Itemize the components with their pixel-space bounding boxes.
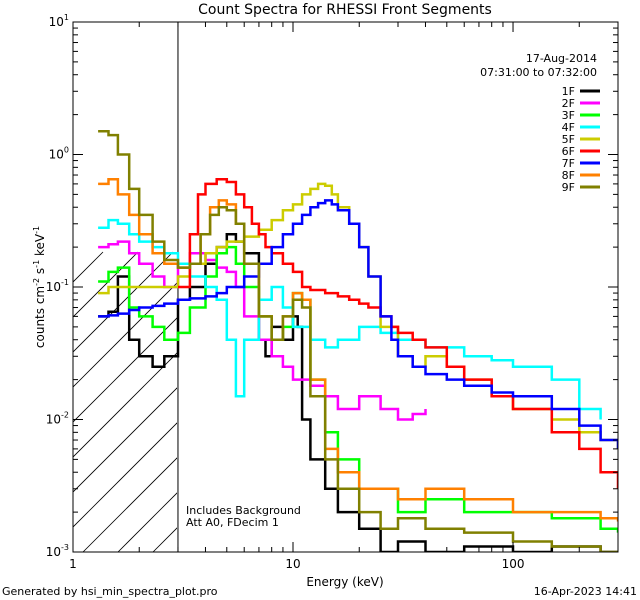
hatch-line <box>328 252 628 552</box>
hatch-line <box>608 252 640 552</box>
y-tick-label: 101 <box>49 13 69 29</box>
x-tick-label: 1 <box>69 557 77 571</box>
hatch-line <box>468 252 640 552</box>
legend-label-8F: 8F <box>562 169 575 182</box>
hatch-line <box>538 252 640 552</box>
x-axis-label: Energy (keV) <box>306 575 383 589</box>
x-tick-label: 10 <box>285 557 300 571</box>
hatch-line <box>0 252 33 552</box>
y-axis-label: counts cm-2 s-1 keV-1 <box>32 226 47 348</box>
legend-label-4F: 4F <box>562 121 575 134</box>
hatch-line <box>503 252 640 552</box>
series-line-6F <box>178 178 618 489</box>
hatch-line <box>73 251 174 353</box>
y-tick-label: 10-2 <box>46 411 69 427</box>
hatch-line <box>73 352 177 458</box>
legend-label-2F: 2F <box>562 97 575 110</box>
legend-label-6F: 6F <box>562 145 575 158</box>
series-line-7F <box>98 199 618 449</box>
hatch-line <box>82 457 177 552</box>
hatch-line <box>73 422 177 528</box>
hatch-line <box>363 252 640 552</box>
legend-label-9F: 9F <box>562 181 575 194</box>
hatch-line <box>73 251 104 283</box>
legend-label-3F: 3F <box>562 109 575 122</box>
annotation-background: Includes Background <box>186 504 301 517</box>
date-label: 17-Aug-2014 <box>526 52 597 65</box>
series-lines <box>98 129 618 552</box>
hatch-line <box>73 282 177 388</box>
series-line-2F <box>98 240 427 421</box>
footer-generated-by: Generated by hsi_min_spectra_plot.pro <box>2 585 218 598</box>
hatch-line <box>73 251 139 318</box>
legend-label-7F: 7F <box>562 157 575 170</box>
series-line-4F <box>98 218 602 420</box>
legend-label-5F: 5F <box>562 133 575 146</box>
y-tick-label: 10-3 <box>46 543 69 559</box>
hatch-line <box>73 317 177 423</box>
hatch-line <box>573 252 640 552</box>
x-tick-label: 100 <box>502 557 525 571</box>
annotation-attenuator: Att A0, FDecim 1 <box>186 516 279 529</box>
hatch-line <box>398 252 640 552</box>
time-range-label: 07:31:00 to 07:32:00 <box>480 66 597 79</box>
hatch-line <box>73 387 177 493</box>
series-line-9F <box>98 129 618 552</box>
y-tick-label: 100 <box>49 146 69 162</box>
excluded-region-hatch <box>0 251 640 552</box>
chart-title: Count Spectra for RHESSI Front Segments <box>198 2 492 18</box>
legend-label-1F: 1F <box>562 85 575 98</box>
hatch-line <box>117 492 177 552</box>
footer-timestamp: 16-Apr-2023 14:41 <box>534 585 637 598</box>
axis-ticks: 10-3 10-2 10-1 100 101 1 10 100 <box>46 13 619 571</box>
y-tick-label: 10-1 <box>46 278 69 294</box>
